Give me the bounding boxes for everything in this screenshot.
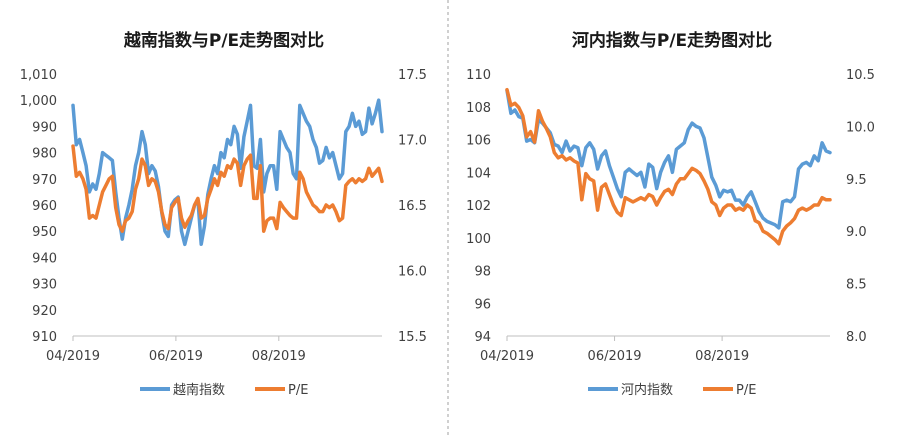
y-right-tick-label: 17.0 — [398, 134, 427, 149]
chart-title: 越南指数与P/E走势图对比 — [123, 30, 324, 51]
legend: 河内指数 P/E — [588, 382, 756, 398]
x-tick-label: 08/2019 — [252, 349, 306, 364]
x-tick-label: 04/2019 — [46, 349, 100, 364]
y-left-tick-label: 910 — [32, 330, 57, 345]
y-left-tick-label: 102 — [466, 199, 491, 214]
y-left-tick-label: 1,010 — [20, 68, 57, 83]
y-left-tick-label: 106 — [466, 134, 491, 149]
legend-label-vn-index: 越南指数 — [173, 382, 225, 398]
plot-area: 94 96 98 100 102 104 106 108 110 8.0 8.5 9.0 9.5 10.0… — [466, 68, 875, 364]
vn-index-chart: 越南指数与P/E走势图对比 910 920 930 940 950 960 970 980 99… — [20, 30, 427, 398]
hnx-index-chart: 河内指数与P/E走势图对比 94 96 98 100 102 104 106 108 110 8.… — [466, 30, 875, 398]
y-left-tick-label: 98 — [474, 265, 491, 280]
y-left-tick-label: 94 — [474, 330, 491, 345]
x-tick-label: 08/2019 — [695, 349, 749, 364]
y-left-tick-label: 108 — [466, 101, 491, 116]
y-right-tick-label: 10.5 — [846, 68, 875, 83]
y-left-tick-label: 960 — [32, 199, 57, 214]
y-left-tick-label: 990 — [32, 120, 57, 135]
y-left-tick-label: 1,000 — [20, 94, 57, 109]
y-left-tick-label: 100 — [466, 232, 491, 247]
series-line-index — [505, 88, 832, 230]
y-left-tick-label: 920 — [32, 304, 57, 319]
y-right-tick-label: 9.5 — [846, 173, 867, 188]
legend-label-hnx-index: 河内指数 — [621, 382, 673, 398]
y-right-tick-label: 17.5 — [398, 68, 427, 83]
x-tick-label: 06/2019 — [149, 349, 203, 364]
y-right-tick-label: 10.0 — [846, 120, 875, 135]
x-tick-label: 04/2019 — [480, 349, 534, 364]
y-left-tick-label: 96 — [474, 297, 491, 312]
y-left-tick-label: 104 — [466, 166, 491, 181]
y-right-tick-label: 8.0 — [846, 330, 867, 345]
y-right-tick-label: 16.5 — [398, 199, 427, 214]
y-left-tick-label: 930 — [32, 278, 57, 293]
y-right-tick-label: 15.5 — [398, 330, 427, 345]
plot-area: 910 920 930 940 950 960 970 980 990 1,000 1,010 15.… — [20, 68, 427, 364]
y-left-tick-label: 940 — [32, 251, 57, 266]
y-left-tick-label: 980 — [32, 147, 57, 162]
y-left-tick-label: 950 — [32, 225, 57, 240]
legend: 越南指数 P/E — [140, 382, 308, 398]
x-tick-label: 06/2019 — [588, 349, 642, 364]
chart-title: 河内指数与P/E走势图对比 — [572, 30, 772, 51]
y-right-tick-label: 8.5 — [846, 278, 867, 293]
y-right-tick-label: 9.0 — [846, 225, 867, 240]
y-right-tick-label: 16.0 — [398, 265, 427, 280]
y-left-tick-label: 110 — [466, 68, 491, 83]
series-line-pe — [71, 144, 384, 233]
y-left-tick-label: 970 — [32, 173, 57, 188]
legend-label-pe: P/E — [288, 383, 308, 398]
series-line-pe — [505, 87, 832, 246]
legend-label-pe: P/E — [736, 383, 756, 398]
